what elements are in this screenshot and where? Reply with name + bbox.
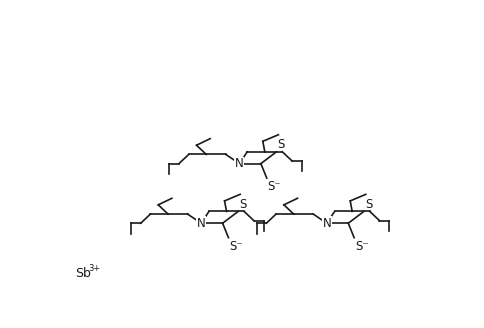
Text: 3+: 3+ [88, 264, 101, 273]
Text: S⁻: S⁻ [355, 240, 369, 253]
Text: N: N [322, 217, 331, 230]
Text: S⁻: S⁻ [268, 180, 281, 193]
Text: S⁻: S⁻ [229, 240, 243, 253]
Text: N: N [197, 217, 206, 230]
Text: S: S [277, 138, 285, 151]
Text: S: S [239, 198, 246, 211]
Text: N: N [235, 157, 244, 170]
Text: Sb: Sb [75, 267, 91, 280]
Text: S: S [365, 198, 372, 211]
